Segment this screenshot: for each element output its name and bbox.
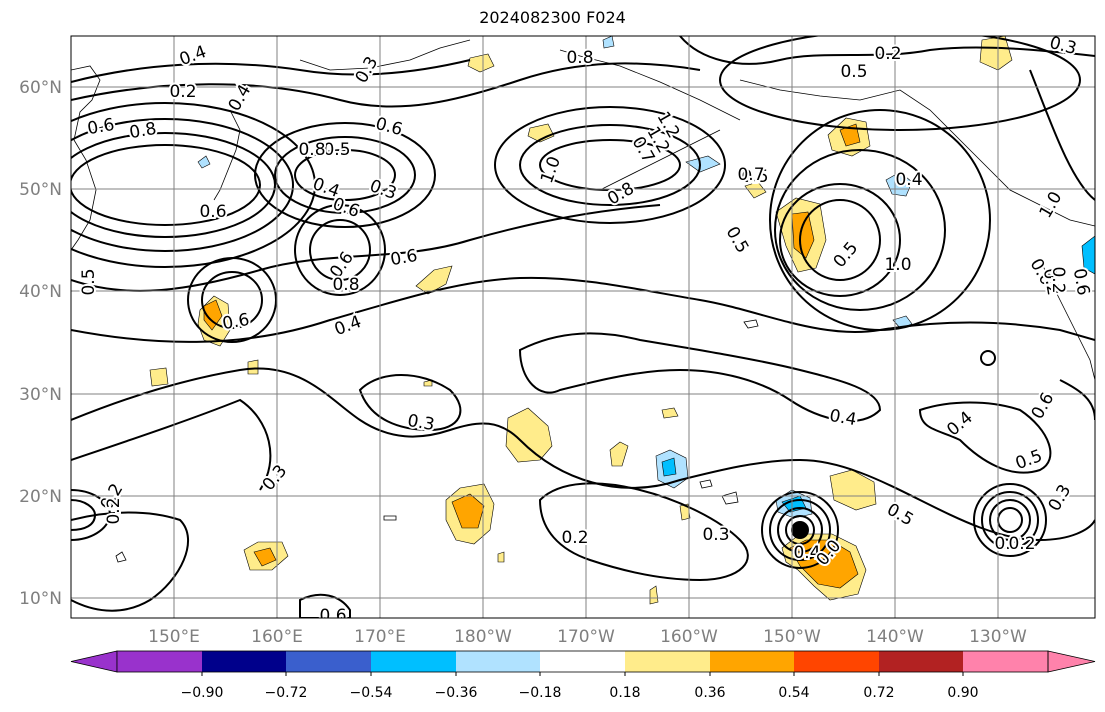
storm-center-marker — [791, 521, 809, 539]
colorbar-tick-label: −0.54 — [350, 685, 393, 701]
colorbar-extend-max — [1047, 650, 1096, 673]
contour-label: 0.6 — [1069, 267, 1093, 297]
contour-label: 0.3 — [994, 534, 1021, 554]
colorbar-bin — [286, 651, 371, 672]
contour-label: 0.3 — [702, 525, 729, 545]
longitude-label: 150°E — [148, 627, 200, 647]
contour-label: 1.0 — [884, 255, 911, 275]
colorbar-bin — [202, 651, 286, 672]
colorbar-bin — [879, 651, 963, 672]
latitude-label: 20°N — [19, 487, 62, 507]
colorbar-outline — [116, 650, 1049, 673]
latitude-label: 50°N — [19, 180, 62, 200]
colorbar-tick-label: 0.72 — [863, 685, 894, 701]
contour-label: 0.5 — [840, 62, 867, 82]
contour-label: 0.8 — [566, 48, 593, 68]
contour-label: 0.2 — [169, 82, 196, 102]
shaded-fields — [149, 36, 1095, 605]
colorbar-tick-label: −0.90 — [181, 685, 224, 701]
contour-label: 0.7 — [737, 165, 764, 185]
graticule — [71, 36, 1095, 618]
colorbar-bin — [371, 651, 456, 672]
contour-label: 0.2 — [1008, 534, 1035, 554]
contour-label: 0.5 — [79, 268, 99, 295]
contour-label: 0.4 — [793, 543, 820, 563]
latitude-label: 40°N — [19, 282, 62, 302]
colorbar-tick-label: −0.18 — [519, 685, 562, 701]
contour-label: 0.4 — [895, 170, 922, 190]
longitude-label: 160°W — [660, 627, 718, 647]
longitude-labels: 150°E 160°E 170°E 180°W 170°W 160°W 150°W 140°W… — [148, 627, 1027, 647]
contour-label: 0.2 — [561, 528, 588, 548]
colorbar-bin — [794, 651, 879, 672]
contour-label: 0.6 — [199, 202, 226, 222]
longitude-label: 130°W — [969, 627, 1027, 647]
colorbar-bin — [540, 651, 625, 672]
latitude-labels: 60°N 50°N 40°N 30°N 20°N 10°N — [19, 78, 62, 609]
contour-label: 0.8 — [332, 275, 359, 295]
latitude-label: 10°N — [19, 589, 62, 609]
contour-label: 0.2 — [1048, 266, 1068, 293]
longitude-label: 160°E — [251, 627, 303, 647]
colorbar-bin — [710, 651, 794, 672]
contour-label: 0.6 — [319, 606, 346, 626]
longitude-label: 150°W — [763, 627, 821, 647]
colorbar-tick-label: 0.36 — [694, 685, 725, 701]
longitude-label: 180°W — [454, 627, 512, 647]
contour-label: 0.8 — [298, 140, 325, 160]
colorbar-extend-min — [70, 650, 118, 673]
longitude-label: 170°W — [557, 627, 615, 647]
map-title: 2024082300 F024 — [479, 8, 626, 27]
colorbar-tick-label: −0.72 — [265, 685, 308, 701]
longitude-label: 140°W — [866, 627, 924, 647]
contour-label: 0.2 — [104, 497, 124, 524]
colorbar-tick-label: 0.18 — [609, 685, 640, 701]
colorbar-tick-labels: −0.90 −0.72 −0.54 −0.36 −0.18 0.18 0.36 0.54 0.7… — [181, 672, 979, 701]
colorbar — [70, 650, 1096, 673]
contour-label: 0.5 — [323, 140, 350, 160]
colorbar-tick-label: 0.90 — [947, 685, 978, 701]
colorbar-bin — [117, 651, 202, 672]
contour-label: 0.5 — [741, 167, 768, 187]
colorbar-bin — [456, 651, 540, 672]
longitude-label: 170°E — [354, 627, 406, 647]
colorbar-bin — [625, 651, 710, 672]
colorbar-tick-label: 0.54 — [778, 685, 809, 701]
map-frame — [70, 35, 1096, 619]
contour-label: 0.6 — [86, 115, 116, 139]
latitude-label: 60°N — [19, 78, 62, 98]
contour-lines — [71, 36, 1095, 618]
colorbar-tick-label: −0.36 — [435, 685, 478, 701]
colorbar-bin — [963, 651, 1048, 672]
contour-label: 0.2 — [874, 44, 901, 64]
latitude-label: 30°N — [19, 385, 62, 405]
